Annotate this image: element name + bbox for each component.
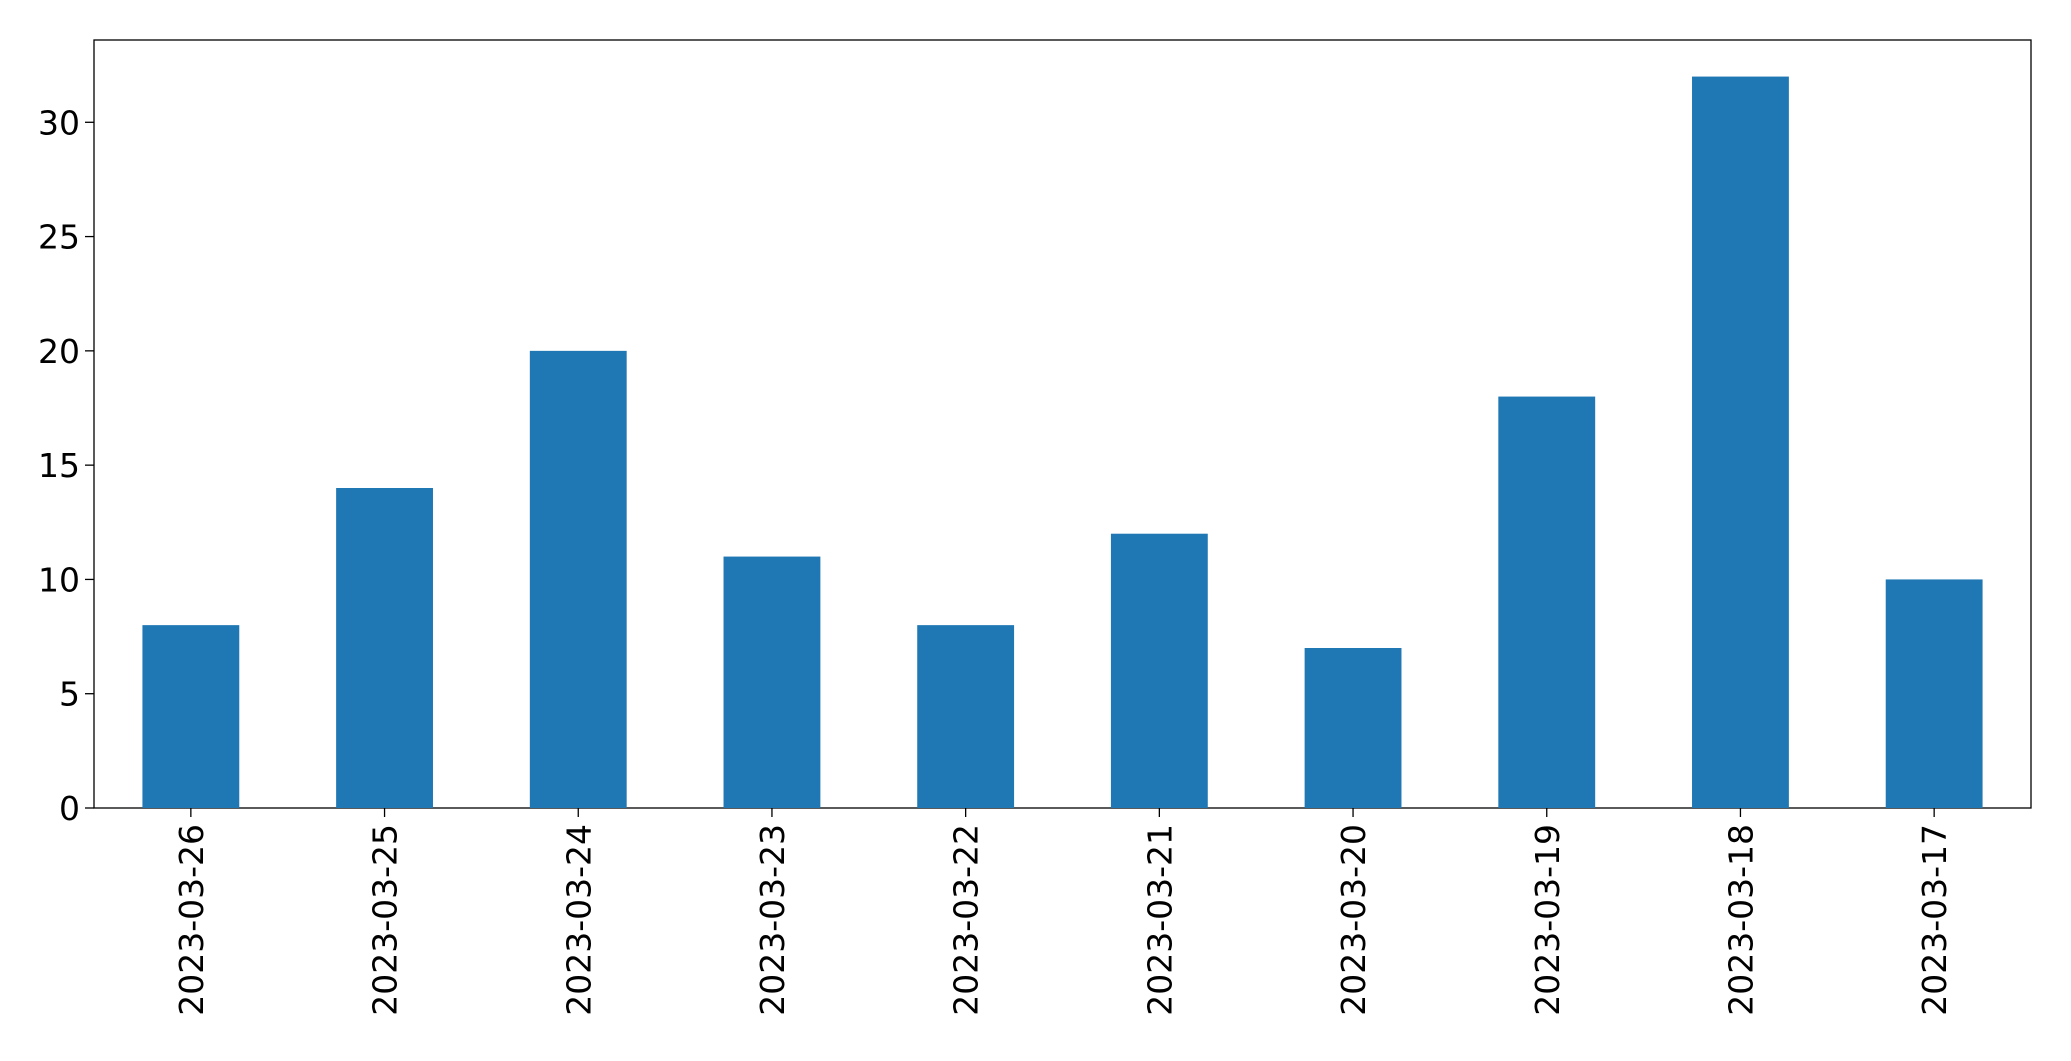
bar	[1885, 579, 1983, 808]
y-tick-label: 15	[38, 446, 80, 485]
x-tick-label: 2023-03-22	[947, 824, 986, 1016]
y-tick-label: 0	[59, 789, 80, 828]
bar	[917, 625, 1015, 808]
x-tick-label: 2023-03-23	[753, 824, 792, 1016]
bar	[336, 488, 433, 808]
y-tick-label: 30	[38, 103, 80, 142]
x-tick-label: 2023-03-18	[1721, 824, 1760, 1016]
y-tick-label: 20	[38, 332, 80, 371]
bar	[1304, 648, 1402, 808]
x-tick-label: 2023-03-26	[172, 824, 211, 1016]
x-tick-label: 2023-03-19	[1528, 824, 1567, 1016]
bar	[529, 350, 627, 808]
bar	[142, 625, 240, 808]
x-tick-label: 2023-03-25	[366, 824, 405, 1016]
bar	[1110, 533, 1208, 808]
bar	[723, 556, 821, 808]
y-tick-label: 25	[38, 218, 80, 257]
x-tick-label: 2023-03-17	[1915, 824, 1954, 1016]
bar	[1692, 76, 1789, 809]
x-tick-label: 2023-03-24	[559, 824, 598, 1016]
bar	[1498, 396, 1596, 808]
axes-frame	[93, 39, 2032, 809]
x-tick-label: 2023-03-21	[1140, 824, 1179, 1016]
y-tick-label: 5	[59, 675, 80, 714]
y-tick-label: 10	[38, 560, 80, 599]
x-tick-label: 2023-03-20	[1334, 824, 1373, 1016]
